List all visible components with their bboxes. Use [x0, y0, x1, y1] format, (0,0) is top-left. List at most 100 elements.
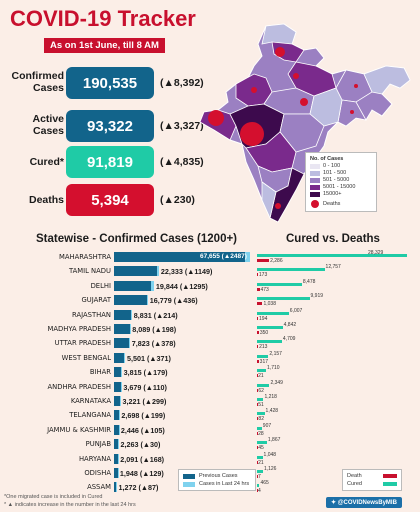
cured-bar	[257, 470, 263, 473]
cured-bar	[257, 455, 263, 459]
india-map	[196, 22, 418, 232]
death-bar	[257, 273, 258, 277]
map-legend-label: 501 - 5000	[323, 177, 350, 183]
bar-value-label: 8,089 (▲198)	[132, 325, 177, 334]
previous-cases-bar	[114, 381, 122, 392]
map-legend-swatch	[310, 163, 320, 169]
last24-label: Cases in Last 24 hrs	[199, 481, 250, 487]
last24-cases-bar	[121, 381, 122, 392]
stat-delta: (▲230)	[160, 194, 195, 206]
map-legend-label: 101 - 500	[323, 170, 347, 176]
previous-cases-bar	[114, 367, 122, 378]
map-legend-swatch	[310, 191, 320, 197]
stat-value: 190,535	[66, 67, 154, 99]
cured-bar	[257, 412, 265, 416]
stat-label: Active Cases	[32, 113, 64, 137]
map-legend-swatch	[310, 170, 320, 176]
cured-value-label: 465	[260, 480, 269, 487]
previous-cases-bar	[114, 280, 152, 291]
death-bar	[257, 460, 258, 464]
cured-bar	[257, 426, 262, 430]
previous-cases-bar	[114, 410, 120, 421]
bar-value-label: 8,831 (▲214)	[133, 310, 178, 320]
bar-value-label: 3,815 (▲179)	[123, 368, 168, 378]
page-title: COVID-19 Tracker	[10, 6, 196, 31]
cured-value-label: 8,478	[302, 278, 316, 285]
map-legend: No. of Cases 0 - 100 101 - 500 501 - 5000 5…	[305, 152, 377, 212]
death-value-label: 82	[258, 416, 264, 423]
death-value-label: 317	[259, 358, 269, 365]
cured-value-label: 1,126	[263, 466, 277, 472]
death-bar	[257, 446, 258, 450]
death-bar	[257, 374, 258, 378]
cured-vs-deaths-title: Cured vs. Deaths	[286, 233, 380, 245]
previous-cases-bar	[114, 266, 157, 277]
state-label: WEST BENGAL	[61, 353, 111, 362]
cured-bar	[257, 441, 267, 445]
map-legend-title: No. of Cases	[310, 156, 344, 162]
cured-deaths-legend: Death Cured	[342, 469, 402, 491]
statewise-legend: Previous Cases Cases in Last 24 hrs	[178, 469, 256, 491]
death-bar	[257, 287, 260, 291]
previous-cases-bar	[114, 309, 132, 320]
death-bar	[257, 259, 270, 262]
footnote-increase: * ▲ indicates increase in the number in …	[4, 502, 136, 508]
map-legend-label: 15000+	[323, 191, 342, 197]
previous-cases-bar	[114, 352, 125, 363]
cured-value-label: 9,919	[310, 293, 324, 300]
map-legend-swatch	[310, 177, 320, 183]
cured-bar	[257, 484, 260, 488]
death-bar	[257, 431, 258, 435]
cured-bar	[257, 398, 264, 401]
previous-swatch	[183, 473, 195, 479]
last24-cases-bar	[119, 396, 121, 406]
last24-cases-bar	[118, 424, 120, 435]
cured-value-label: 4,709	[282, 336, 296, 343]
death-value-label: 45	[258, 445, 264, 452]
cured-bar	[257, 254, 407, 257]
map-legend-swatch	[310, 184, 320, 190]
last24-cases-bar	[119, 410, 120, 421]
last24-cases-bar	[117, 453, 119, 464]
death-label: Death	[347, 473, 362, 479]
death-bar	[257, 331, 259, 334]
death-value-label: 21	[258, 459, 264, 466]
death-marker	[240, 122, 264, 146]
cured-value-label: 1,428	[265, 408, 279, 415]
death-marker	[208, 110, 224, 126]
stat-label: Cured*	[29, 156, 64, 168]
bar-value-label: 2,263 (▲30)	[120, 440, 161, 450]
state-label: HARYANA	[78, 454, 111, 463]
death-marker	[293, 73, 299, 79]
death-value-label: 173	[258, 272, 268, 279]
death-marker	[300, 98, 308, 106]
death-marker	[350, 110, 354, 114]
stat-delta: (▲3,327)	[160, 120, 204, 132]
stat-value: 5,394	[66, 184, 154, 216]
previous-cases-bar	[114, 482, 117, 493]
twitter-badge[interactable]: ✦ @COVIDNewsByMIB	[326, 497, 402, 508]
cured-bar	[257, 297, 310, 301]
stat-label: Confirmed Cases	[11, 70, 65, 94]
death-bar	[257, 403, 258, 406]
previous-cases-bar	[114, 252, 245, 262]
map-legend-label: 5001 - 15000	[323, 184, 356, 190]
cured-bar	[257, 354, 269, 358]
last24-cases-bar	[124, 352, 126, 363]
state-label: UTTAR PRADESH	[54, 339, 111, 348]
death-value-label: 7	[258, 474, 261, 480]
death-value-label: 62	[258, 387, 264, 394]
previous-cases-bar	[114, 424, 119, 435]
death-value-label: 4	[258, 488, 261, 495]
last24-cases-bar	[151, 280, 154, 291]
death-bar	[257, 489, 258, 493]
cured-bar	[257, 311, 289, 315]
cured-value-label: 1,218	[264, 394, 277, 400]
bar-value-label: 5,501 (▲371)	[127, 353, 171, 363]
cured-bar	[257, 369, 267, 373]
death-marker	[354, 84, 358, 88]
twitter-icon: ✦	[331, 500, 338, 506]
stat-value: 91,819	[66, 146, 154, 178]
previous-cases-bar	[114, 468, 118, 478]
previous-cases-bar	[114, 338, 129, 349]
